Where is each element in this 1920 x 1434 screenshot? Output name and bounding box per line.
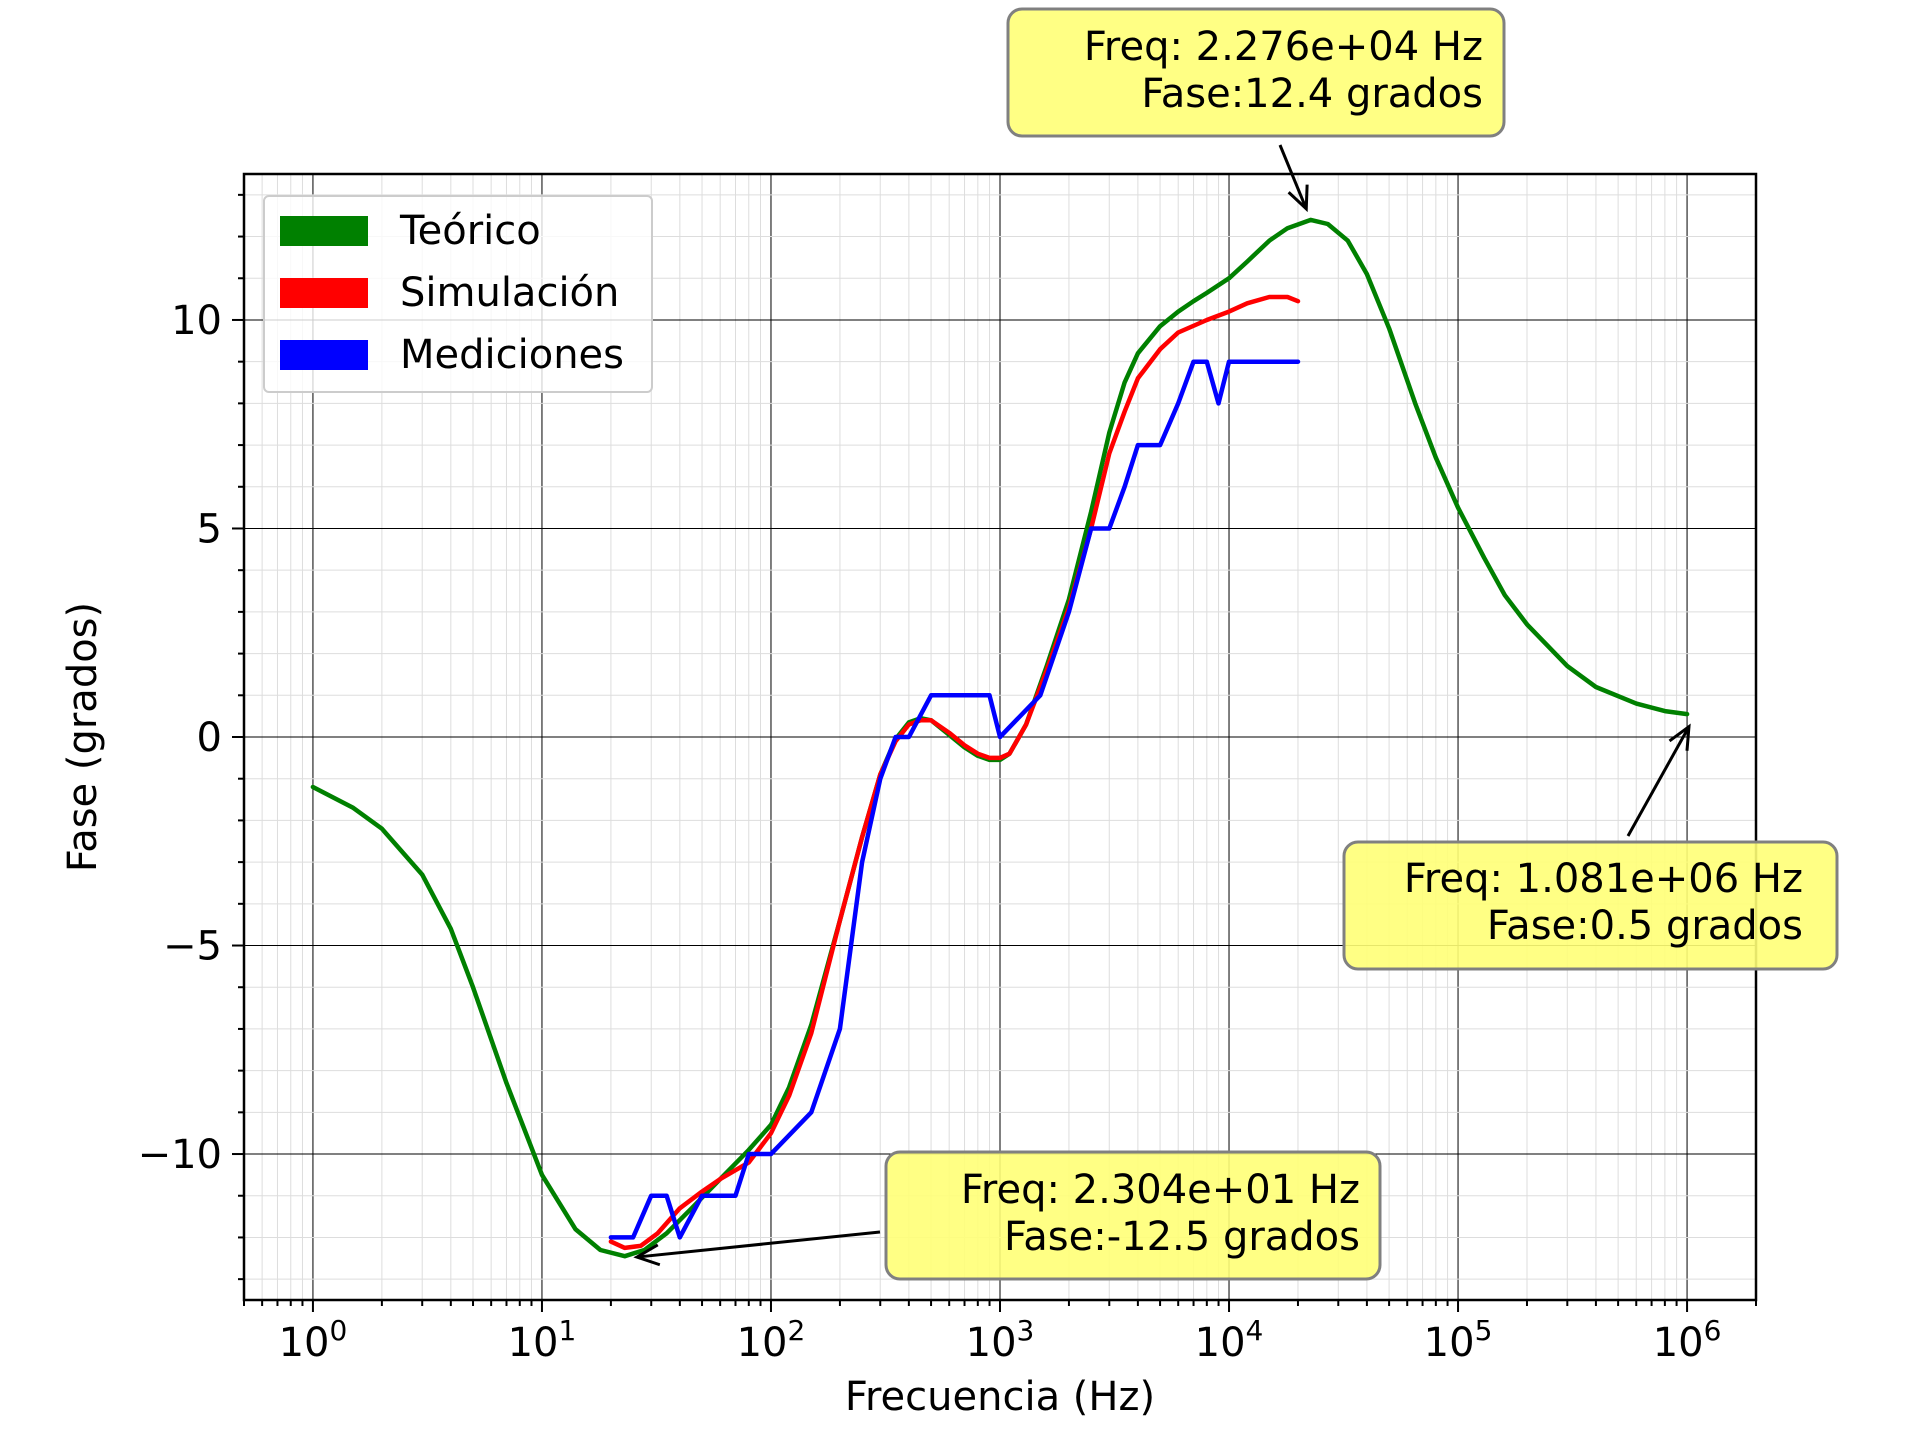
annotations: Freq: 2.276e+04 Hz Fase:12.4 grados Freq… (633, 7, 1839, 1281)
y-tick-label: −10 (138, 1132, 222, 1178)
legend-label-simulacion: Simulación (400, 270, 619, 316)
annotation-min-arrowhead (633, 1243, 661, 1267)
annotation-min-freq: Freq: 2.304e+01 Hz (961, 1167, 1360, 1213)
legend-label-mediciones: Mediciones (400, 332, 624, 378)
x-tick-label: 101 (508, 1314, 577, 1366)
x-tick-label: 103 (966, 1314, 1035, 1366)
annotation-peak-phase: Fase:12.4 grados (1141, 71, 1483, 117)
annotation-min-arrow (636, 1230, 881, 1259)
annotation-end-arrow (1626, 725, 1691, 837)
legend-swatch-simulacion (280, 278, 368, 308)
annotation-end: Freq: 1.081e+06 Hz Fase:0.5 grados (1342, 723, 1839, 971)
x-tick-label: 104 (1195, 1314, 1264, 1366)
annotation-end-phase: Fase:0.5 grados (1487, 903, 1803, 949)
y-tick-label: 10 (171, 298, 222, 344)
annotation-min-phase: Fase:-12.5 grados (1004, 1214, 1360, 1260)
annotation-peak-arrowhead (1287, 184, 1309, 213)
legend-swatch-mediciones (280, 340, 368, 370)
series-lines (310, 217, 1690, 1259)
annotation-peak-arrow (1278, 144, 1308, 210)
annotation-peak-freq: Freq: 2.276e+04 Hz (1084, 24, 1483, 70)
annotation-peak: Freq: 2.276e+04 Hz Fase:12.4 grados (1006, 7, 1506, 213)
x-axis-label: Frecuencia (Hz) (845, 1374, 1155, 1420)
y-tick-label: 5 (197, 506, 222, 552)
legend-label-teorico: Teórico (399, 208, 541, 254)
annotation-end-box (1342, 840, 1839, 971)
y-axis-label: Fase (grados) (60, 602, 106, 872)
x-tick-label: 106 (1653, 1314, 1722, 1366)
legend-swatch-teorico (280, 216, 368, 246)
axis-ticks: 100 101 102 103 104 105 106 −10 −5 0 5 10 (138, 193, 1757, 1366)
annotation-end-arrowhead (1668, 723, 1691, 751)
annotation-min: Freq: 2.304e+01 Hz Fase:-12.5 grados (633, 1150, 1382, 1281)
y-tick-label: −5 (163, 924, 222, 970)
legend: Teórico Simulación Mediciones (263, 195, 653, 393)
series-line-simulacion (608, 294, 1301, 1251)
x-tick-label: 105 (1424, 1314, 1493, 1366)
annotation-end-freq: Freq: 1.081e+06 Hz (1404, 856, 1803, 902)
series-line-mediciones (608, 359, 1301, 1240)
annotation-peak-box (1006, 7, 1506, 138)
y-tick-label: 0 (197, 715, 222, 761)
x-tick-label: 102 (737, 1314, 806, 1366)
x-tick-label: 100 (279, 1314, 348, 1366)
annotation-min-box (884, 1150, 1382, 1281)
